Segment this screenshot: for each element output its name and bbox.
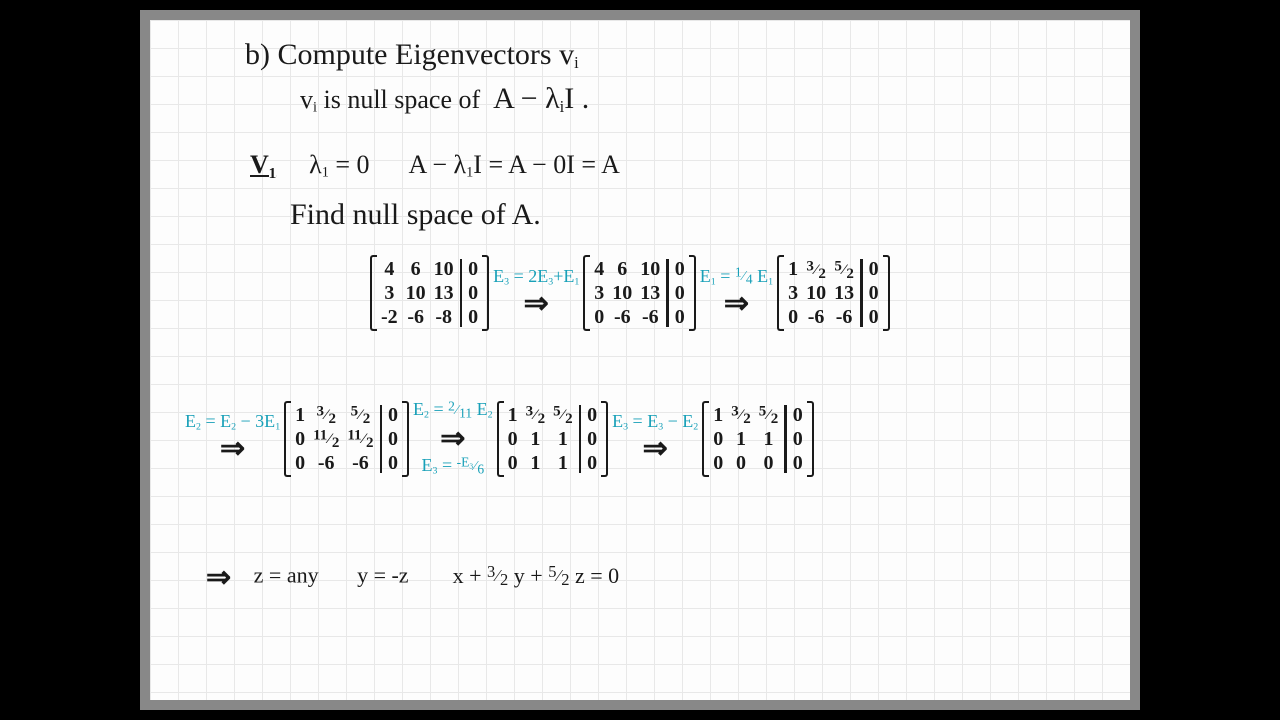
sol-x: x + 3⁄2 y + 5⁄2 z = 0 [453,563,620,588]
matrix-derivation: A − λ1I = A − 0I = A [409,150,620,179]
lambda-value: λ1 = 0 [309,150,369,179]
row-op-2: E1 = 1⁄4 E1 [700,267,773,288]
row-op-1: E3 = 2E3+E1 [493,267,579,288]
graph-paper: b) Compute Eigenvectors vi vi is null sp… [150,20,1130,700]
case-line: V₁ λ1 = 0 A − λ1I = A − 0I = A [250,150,620,182]
heading-title: Compute Eigenvectors vi [278,38,579,71]
matrix-6: 100 3⁄210 5⁄210 000 [702,401,814,477]
arrow-icon: ⇒ [718,288,755,320]
row-op-4b: E3 = -E3⁄6 [422,456,485,477]
matrix-2: 430 610-6 1013-6 000 [583,255,696,331]
matrix-1: 43-2 610-6 1013-8 000 [370,255,489,331]
matrix-5: 100 3⁄211 5⁄211 000 [497,401,609,477]
vector-label: V₁ [250,150,277,179]
matrix-row-1: 43-2 610-6 1013-8 000 E3 = 2E3+E1 ⇒ 430 … [370,255,890,331]
row-op-5: E3 = E3 − E2 [612,412,698,433]
part-label: b) [245,38,270,71]
matrix-row-2: E2 = E2 − 3E1 ⇒ 100 3⁄211⁄2-6 5⁄211⁄2-6 … [185,400,814,477]
instruction: Find null space of A. [290,198,541,232]
arrow-icon: ⇒ [214,433,251,465]
arrow-icon: ⇒ [518,288,555,320]
solution-line: ⇒ z = any y = -z x + 3⁄2 y + 5⁄2 z = 0 [200,560,619,595]
sol-y: y = -z [357,563,409,588]
heading-line-2: vi is null space of A − λiI . [300,82,589,117]
arrow-icon: ⇒ [434,423,471,455]
arrow-icon: ⇒ [637,433,674,465]
heading-line-1: b) Compute Eigenvectors vi [245,38,579,73]
matrix-4: 100 3⁄211⁄2-6 5⁄211⁄2-6 000 [284,401,409,477]
sol-z: z = any [254,563,319,588]
matrix-3: 130 3⁄210-6 5⁄213-6 000 [777,255,890,331]
row-op-3: E2 = E2 − 3E1 [185,412,280,433]
arrow-icon: ⇒ [200,560,237,595]
row-op-4a: E2 = 2⁄11 E2 [413,400,493,421]
